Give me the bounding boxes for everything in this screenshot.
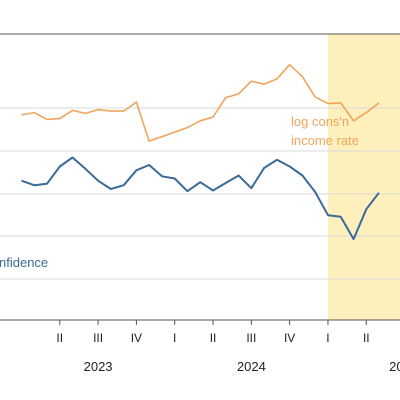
year-label: 2023 [84,359,113,374]
x-tick-label: II [210,331,217,345]
x-tick-label: II [56,331,63,345]
year-label: 202 [389,359,400,374]
x-tick-label: II [363,331,370,345]
background-layer [327,34,400,320]
series-lines [21,63,380,241]
x-tick-label: IV [284,331,295,345]
x-tick-label: III [93,331,103,345]
gridlines [0,33,400,321]
x-tick-label: I [173,331,176,345]
series-line-1 [21,63,380,142]
x-tick-label: III [246,331,256,345]
shaded-period [327,34,400,320]
x-tick-label: IV [131,331,142,345]
x-tick-label: I [326,331,329,345]
orange-series-label-line1: log cons'n [291,114,349,129]
blue-series-label: nfidence [0,255,48,270]
series-line-2 [21,156,380,241]
x-axis: IIIIIIVIIIIIIIVIII20232024202 [56,320,400,374]
year-label: 2024 [237,359,266,374]
orange-series-label-line2: income rate [291,133,359,148]
